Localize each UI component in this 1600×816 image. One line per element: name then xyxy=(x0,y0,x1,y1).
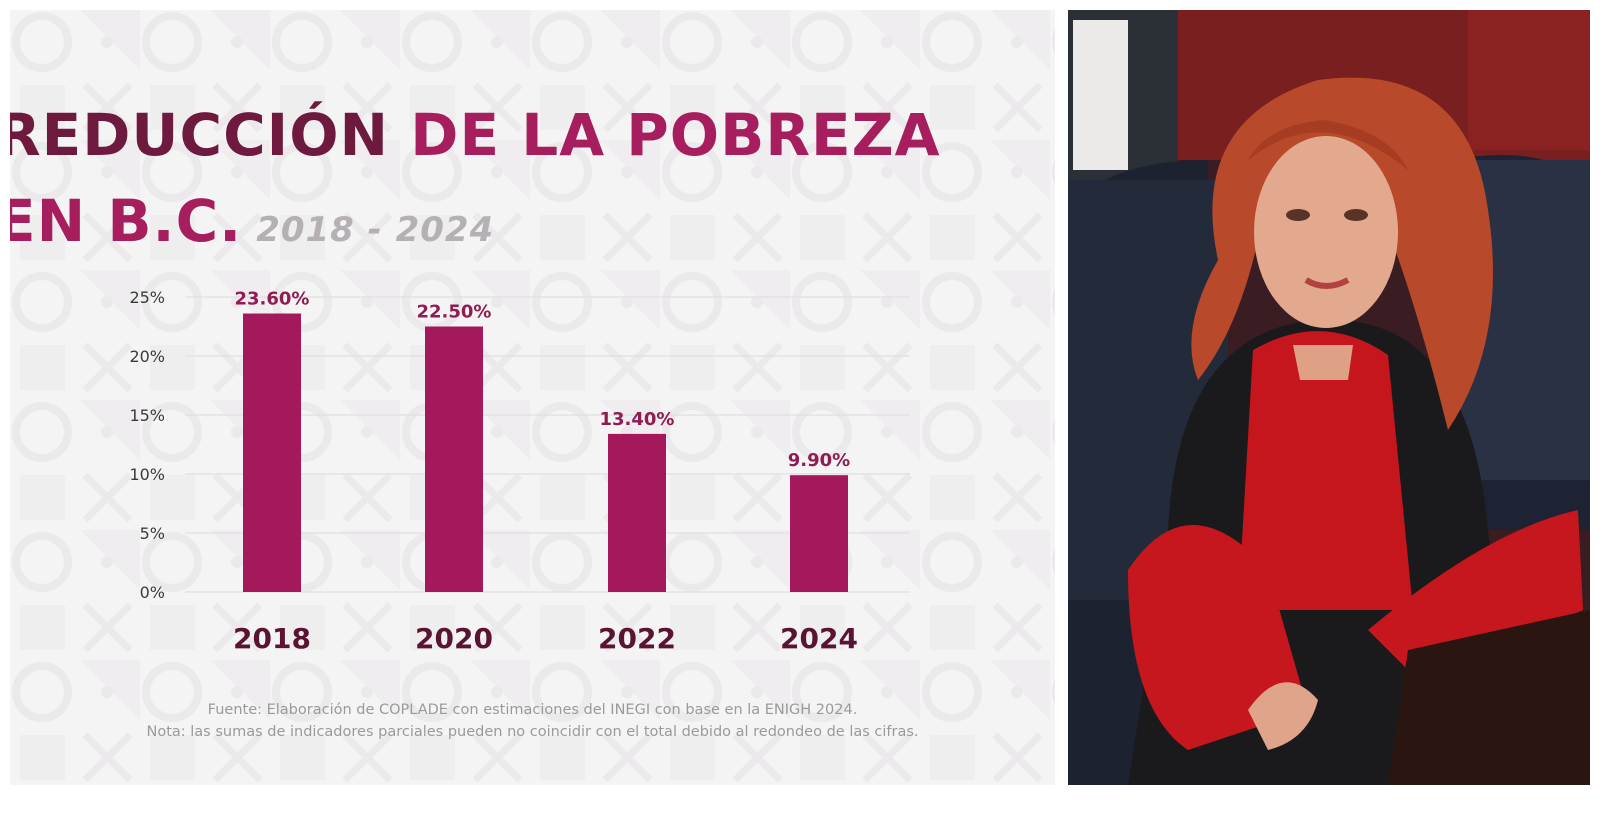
y-tick-label: 15% xyxy=(129,406,165,425)
data-label-2020: 22.50% xyxy=(417,302,492,323)
bar-2024 xyxy=(790,475,848,592)
y-tick-label: 20% xyxy=(129,347,165,366)
chart-title-line-2: EN B.C. 2018 - 2024 xyxy=(10,192,494,250)
chart-title-line-1: REDUCCIÓN DE LA POBREZA xyxy=(10,106,941,164)
bar-2018 xyxy=(243,313,301,592)
woman-portrait-icon xyxy=(1068,10,1590,785)
title-de-la-pobreza: DE LA POBREZA xyxy=(410,101,941,169)
bar-chart: 0% 5% 10% 15% 20% 25% 23.60% 2018 22.50% 2020 13.4… xyxy=(129,288,910,655)
title-reduccion: REDUCCIÓN xyxy=(10,101,390,169)
x-tick-label-2020: 2020 xyxy=(415,622,493,655)
data-label-2018: 23.60% xyxy=(235,289,310,310)
data-label-2022: 13.40% xyxy=(600,409,675,430)
title-en-bc: EN B.C. xyxy=(10,187,243,255)
x-tick-label-2018: 2018 xyxy=(233,622,311,655)
y-tick-label: 10% xyxy=(129,465,165,484)
background-pattern xyxy=(10,10,1055,785)
infographic-panel: REDUCCIÓN DE LA POBREZA EN B.C. 2018 - 20… xyxy=(10,10,1055,785)
rounding-note: Nota: las sumas de indicadores parciales… xyxy=(146,724,919,740)
portrait-photo xyxy=(1068,10,1590,785)
source-note: Fuente: Elaboración de COPLADE con estim… xyxy=(207,702,858,718)
y-tick-label: 0% xyxy=(140,583,165,602)
y-tick-label: 5% xyxy=(140,524,165,543)
bar-2022 xyxy=(608,433,666,592)
x-tick-label-2024: 2024 xyxy=(780,622,858,655)
y-tick-label: 25% xyxy=(129,288,165,307)
data-label-2024: 9.90% xyxy=(788,450,850,471)
bar-2020 xyxy=(425,326,483,592)
x-tick-label-2022: 2022 xyxy=(598,622,676,655)
title-years-range: 2018 - 2024 xyxy=(256,210,495,250)
